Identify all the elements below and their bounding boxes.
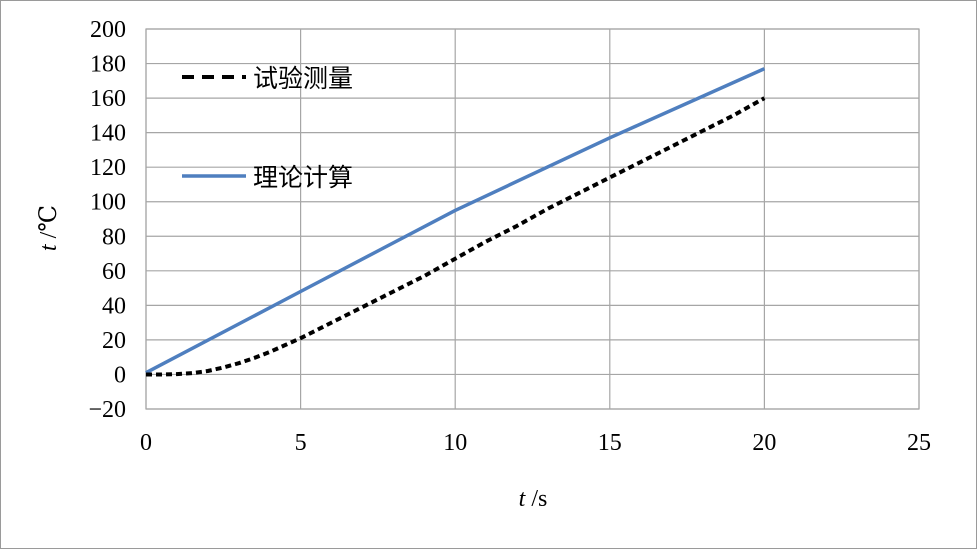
legend-label-measured: 试验测量 xyxy=(253,64,353,93)
x-tick-label: 20 xyxy=(752,430,776,456)
x-tick-labels: 0 5 10 15 20 25 xyxy=(140,430,931,456)
y-tick-label: 40 xyxy=(102,293,126,319)
y-tick-label: 0 xyxy=(114,362,126,388)
legend-label-theoretical: 理论计算 xyxy=(253,163,353,192)
legend: 试验测量 理论计算 xyxy=(182,64,353,192)
series-measured-line xyxy=(146,96,766,377)
y-tick-label: 140 xyxy=(90,121,126,147)
x-axis-unit: /s xyxy=(525,486,547,512)
x-axis-var: t xyxy=(519,486,527,512)
y-tick-label: 20 xyxy=(102,328,126,354)
y-tick-label: 100 xyxy=(90,190,126,216)
series-theoretical-line xyxy=(145,67,766,375)
x-tick-label: 25 xyxy=(907,430,931,456)
x-tick-label: 15 xyxy=(598,430,622,456)
grid-lines xyxy=(145,28,920,410)
y-tick-label: 160 xyxy=(90,86,126,112)
series-layer xyxy=(145,67,766,377)
y-tick-label: 60 xyxy=(102,259,126,285)
x-tick-label: 10 xyxy=(443,430,467,456)
y-axis-unit: /℃ xyxy=(36,205,62,245)
y-tick-labels: −20 0 20 40 60 80 100 120 140 160 180 200 xyxy=(88,17,126,423)
y-axis-title: t /℃ xyxy=(36,205,62,251)
y-tick-label: 120 xyxy=(90,155,126,181)
x-tick-label: 0 xyxy=(140,430,152,456)
y-tick-label: −20 xyxy=(88,397,126,423)
y-tick-label: 200 xyxy=(90,17,126,43)
y-tick-label: 80 xyxy=(102,224,126,250)
x-axis-title: t /s xyxy=(519,486,548,512)
y-axis-var: t xyxy=(36,243,62,251)
y-tick-label: 180 xyxy=(90,52,126,78)
x-tick-label: 5 xyxy=(295,430,307,456)
